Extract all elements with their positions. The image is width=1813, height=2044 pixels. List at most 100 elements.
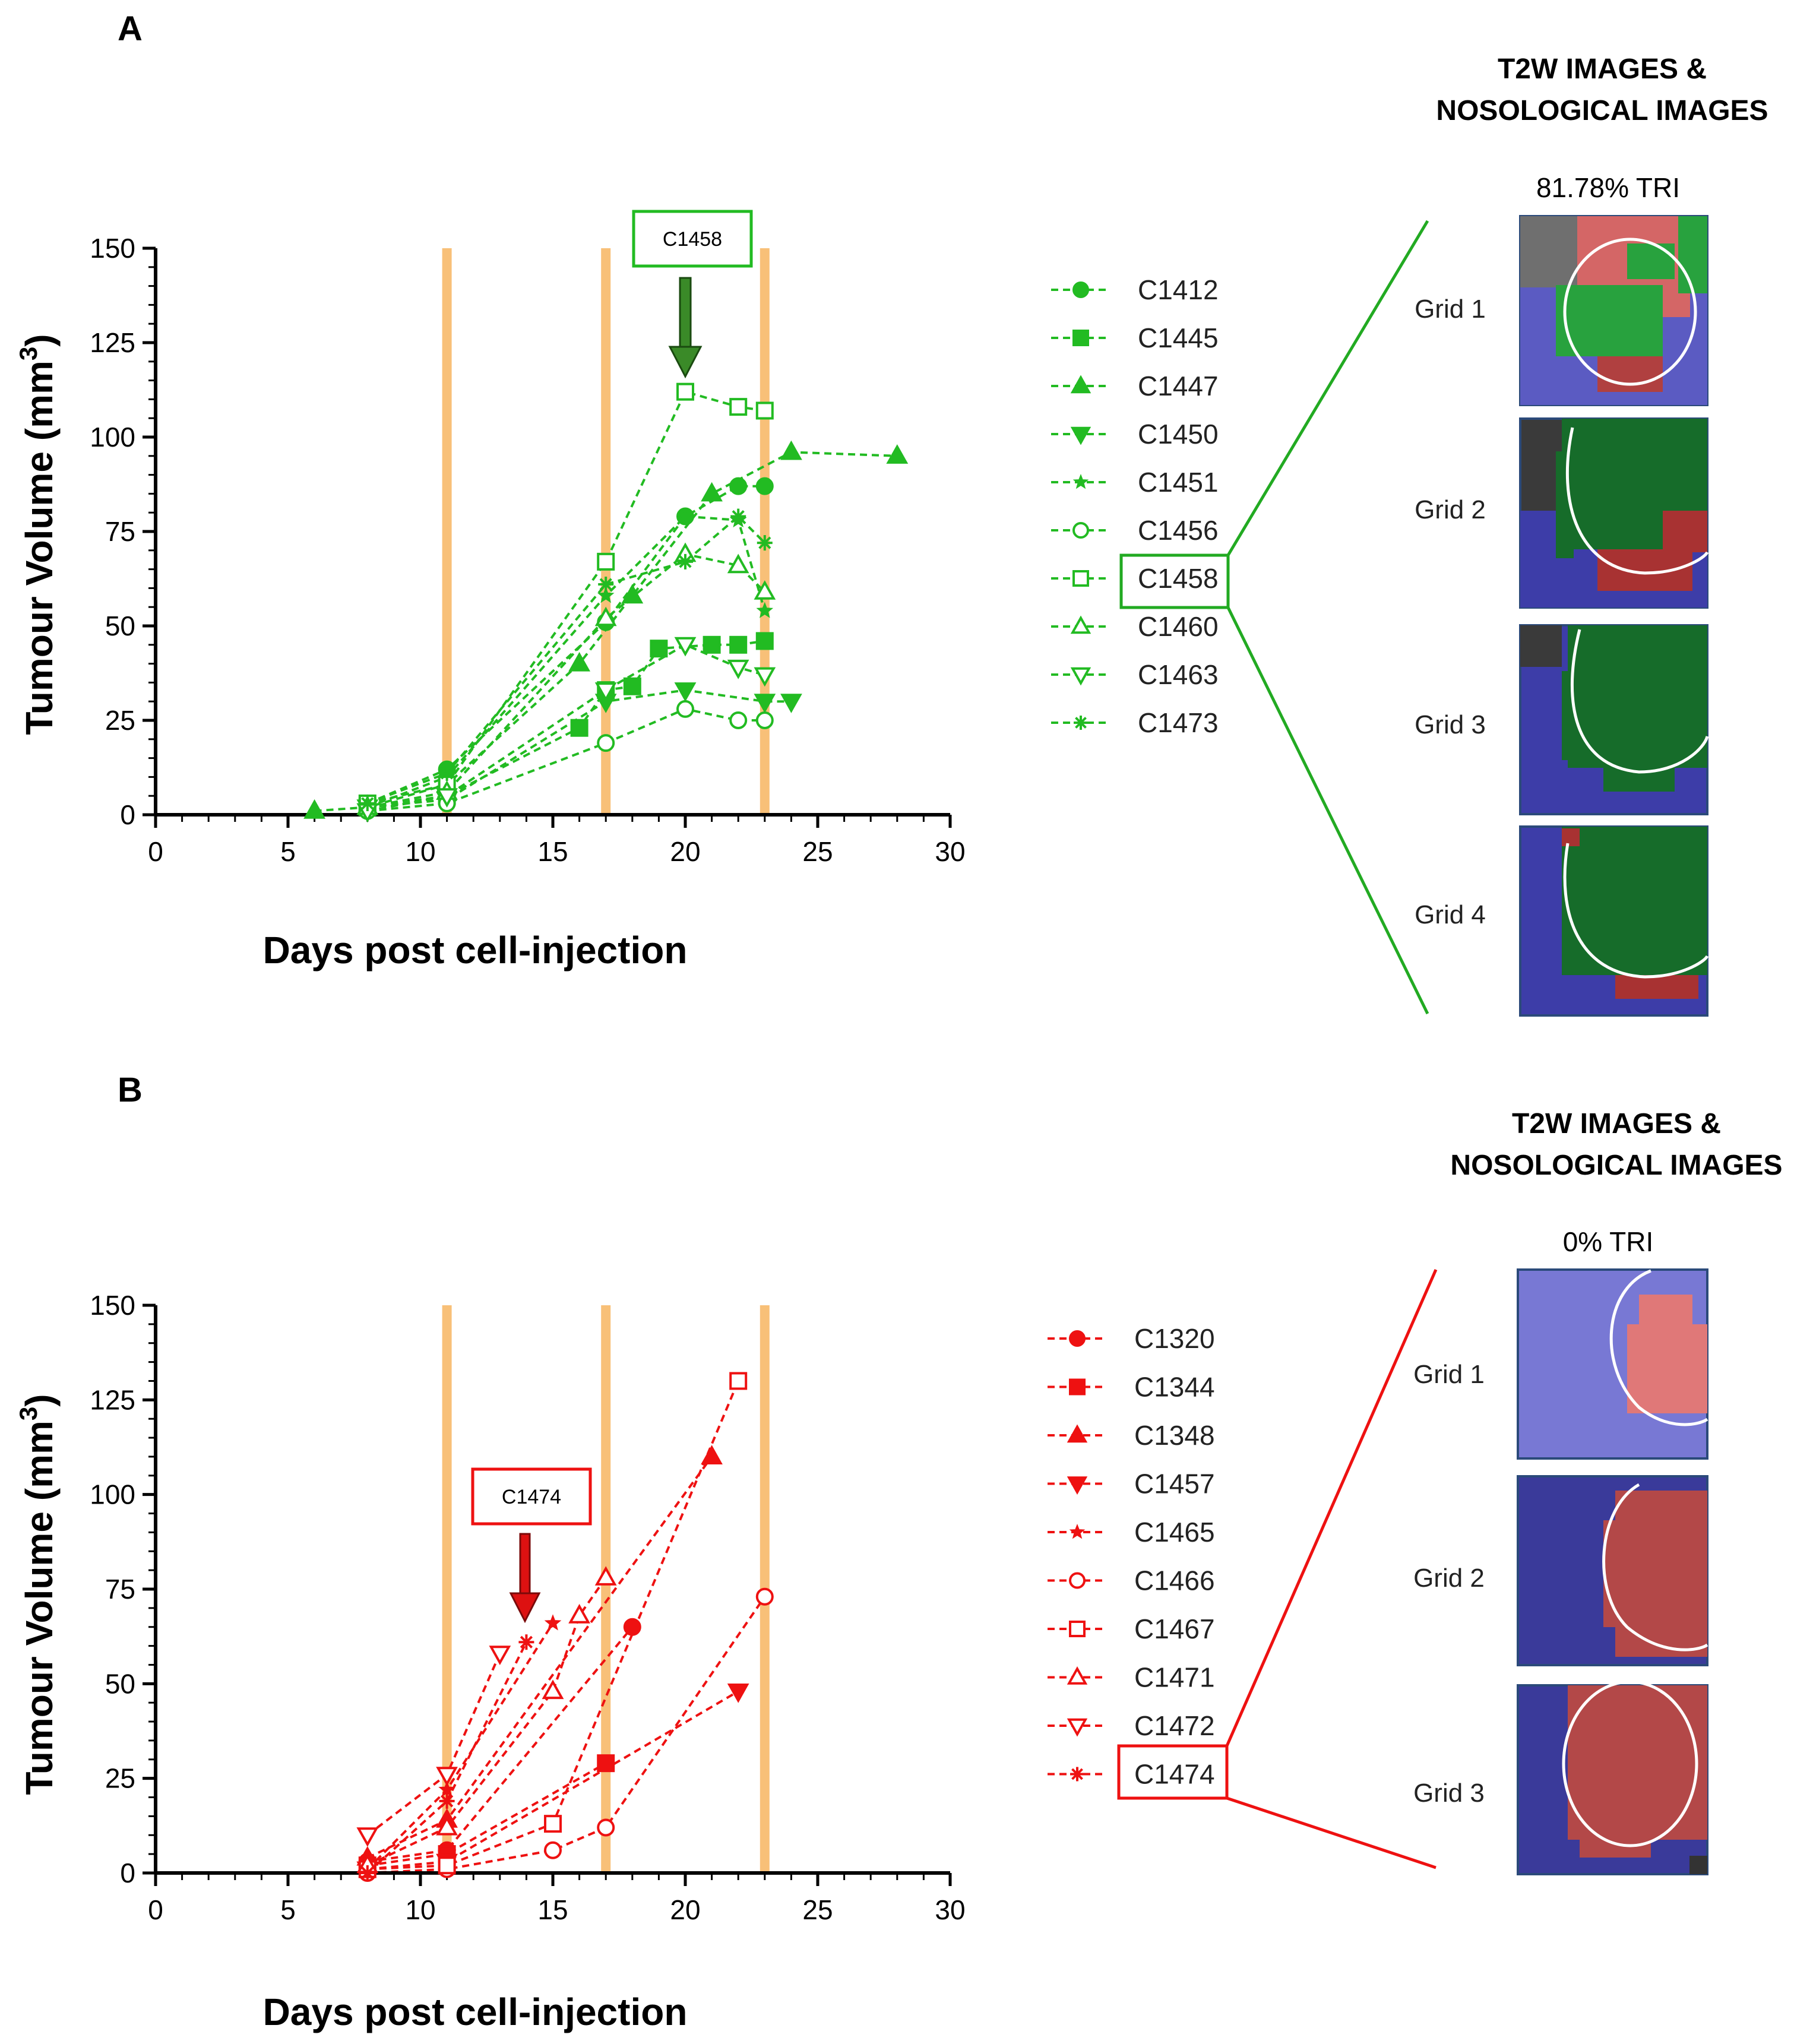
panel-a-grid2-image xyxy=(1519,417,1709,609)
chart-a-point-c1451-3 xyxy=(676,507,694,524)
chart-b-series-line-c1466 xyxy=(367,1596,766,1874)
chart-b-legend-label-c1467: C1467 xyxy=(1134,1613,1215,1644)
chart-b-legend-marker-c1465 xyxy=(1069,1524,1086,1539)
chart-a-series-line-c1463 xyxy=(367,643,765,812)
chart-b-point-c1320-2 xyxy=(623,1618,641,1636)
chart-a-point-c1458-5 xyxy=(755,401,774,420)
chart-a-legend-marker-c1450 xyxy=(1070,426,1091,445)
chart-b-legend-marker-c1344 xyxy=(1069,1378,1086,1396)
chart-a-legend-marker-c1445 xyxy=(1072,330,1089,346)
chart-a-point-c1447-3 xyxy=(568,651,591,672)
panel-a-side-title-line1: T2W IMAGES & xyxy=(1498,53,1707,85)
chart-a-series-line-c1445 xyxy=(367,640,765,809)
chart-b-legend-label-c1457: C1457 xyxy=(1134,1469,1215,1499)
panel-a-connector-bottom xyxy=(1226,606,1429,1015)
chart-b-legend-marker-c1457 xyxy=(1067,1476,1088,1495)
chart-a-legend-label-c1463: C1463 xyxy=(1138,659,1219,690)
panel-b-grid3-image xyxy=(1517,1680,1708,1875)
chart-b-series-line-c1344 xyxy=(367,1762,607,1867)
chart-b-legend-label-c1465: C1465 xyxy=(1134,1517,1215,1548)
panel-b-grid1-label: Grid 1 xyxy=(1413,1360,1485,1389)
chart-a-y-tick-label: 75 xyxy=(105,516,135,547)
panel-b-connector-top xyxy=(1225,1268,1438,1747)
chart-a-point-c1463-3 xyxy=(674,637,697,657)
chart-a-point-c1456-3 xyxy=(676,700,694,718)
chart-b-y-tick-label: 25 xyxy=(105,1763,135,1794)
chart-a-legend-marker-c1447 xyxy=(1070,375,1091,394)
chart-a-y-tick-label: 25 xyxy=(105,705,135,736)
chart-a-x-axis-title: Days post cell-injection xyxy=(263,929,688,972)
chart-b-legend-marker-c1467 xyxy=(1069,1621,1086,1637)
chart-a-treatment-bar-day-17 xyxy=(601,248,611,815)
panel-a-connector-top xyxy=(1226,220,1429,556)
chart-a-legend-marker-c1473 xyxy=(1074,716,1088,730)
panel-a-grid3-image xyxy=(1519,624,1709,815)
chart-a-legend-label-c1473: C1473 xyxy=(1138,707,1219,738)
panel-b-side-title-line1: T2W IMAGES & xyxy=(1512,1108,1721,1140)
chart-b-x-tick-label: 15 xyxy=(537,1894,568,1925)
chart-b-point-c1348-2 xyxy=(701,1445,723,1464)
chart-b-treatment-bar-day-11 xyxy=(442,1305,452,1873)
chart-a-legend: C1412 C1445 C1447 C1450 C1451 C1456 C1458 C1460… xyxy=(1051,274,1219,738)
chart-a-point-c1447-0 xyxy=(303,799,326,819)
chart-a-treatment-bar-day-11 xyxy=(442,248,452,815)
chart-b-point-c1474-1 xyxy=(439,1793,455,1809)
chart-a-point-c1451-2 xyxy=(597,587,615,603)
chart-b-series-line-c1320 xyxy=(367,1626,634,1863)
chart-a-series-line-c1458 xyxy=(367,390,765,805)
chart-b-series-line-c1457 xyxy=(367,1690,739,1871)
chart-b-series-line-c1467 xyxy=(367,1380,740,1871)
panel-a-legend-highlight-box xyxy=(1119,553,1230,609)
chart-b-markers xyxy=(356,1372,774,1882)
chart-b-point-c1466-2 xyxy=(544,1841,562,1859)
chart-a-point-c1460-2 xyxy=(594,606,617,627)
chart-a-y-axis-title-main: Tumour Volume (mm xyxy=(18,360,61,735)
chart-a-y-axis-title: Tumour Volume (mm3) xyxy=(14,334,61,735)
chart-b-y-tick-label: 150 xyxy=(90,1290,135,1321)
chart-b-y-tick-label: 125 xyxy=(90,1384,135,1415)
chart-b-point-c1467-3 xyxy=(729,1372,748,1390)
chart-a-legend-marker-c1463 xyxy=(1070,667,1091,686)
chart-a-point-c1460-5 xyxy=(754,580,776,600)
chart-a-point-c1463-2 xyxy=(594,682,617,702)
panel-b-grid1-image xyxy=(1517,1268,1708,1460)
chart-b-axes: 0 25 50 75 100 125 150 0 5 10 15 20 25 30 xyxy=(90,1290,965,1925)
chart-a-point-c1451-5 xyxy=(756,602,774,618)
chart-a-point-c1450-4 xyxy=(754,694,776,713)
chart-b-point-c1472-1 xyxy=(436,1767,458,1786)
chart-a-y-tick-label: 150 xyxy=(90,233,135,264)
chart-b-y-axis-title-end: ) xyxy=(18,1394,61,1406)
chart-b-callout-arrow xyxy=(509,1533,541,1624)
chart-a-point-c1473-5 xyxy=(757,535,773,551)
chart-a-point-c1447-4 xyxy=(621,584,644,604)
chart-b-point-c1344-2 xyxy=(597,1754,615,1773)
chart-a-point-c1445-5 xyxy=(650,640,668,658)
chart-a-axes: 0 25 50 75 100 125 150 0 5 10 15 20 25 30 xyxy=(90,233,965,867)
chart-a-legend-label-c1412: C1412 xyxy=(1138,274,1219,305)
chart-a-y-tick-label: 125 xyxy=(90,327,135,358)
chart-b-legend-label-c1320: C1320 xyxy=(1134,1323,1215,1354)
panel-a-side-title-line2: NOSOLOGICAL IMAGES xyxy=(1436,95,1768,126)
chart-b-point-c1465-2 xyxy=(544,1614,562,1631)
chart-a-x-tick-label: 20 xyxy=(670,836,700,867)
chart-a-point-c1445-2 xyxy=(570,719,588,737)
chart-b-y-axis-title: Tumour Volume (mm3) xyxy=(14,1394,61,1795)
chart-a-legend-label-c1451: C1451 xyxy=(1138,467,1219,498)
chart-b-legend-marker-c1472 xyxy=(1067,1718,1088,1737)
chart-b-y-tick-label: 75 xyxy=(105,1574,135,1605)
chart-b-legend-label-c1344: C1344 xyxy=(1134,1372,1215,1403)
chart-b-legend-marker-c1471 xyxy=(1067,1666,1088,1685)
chart-b-point-c1472-2 xyxy=(489,1646,511,1665)
chart-b-point-c1466-3 xyxy=(597,1818,615,1837)
chart-a-point-c1445-6 xyxy=(703,635,721,654)
chart-a-x-tick-label: 25 xyxy=(802,836,833,867)
chart-b-treatment-bars xyxy=(442,1305,770,1873)
chart-a-legend-marker-c1456 xyxy=(1072,522,1089,539)
chart-a-callout-arrow xyxy=(668,277,703,379)
chart-b-legend-marker-c1348 xyxy=(1067,1424,1088,1443)
chart-a-legend-marker-c1412 xyxy=(1072,281,1089,298)
chart-b-legend-label-c1472: C1472 xyxy=(1134,1710,1215,1741)
chart-a-x-tick-label: 30 xyxy=(935,836,965,867)
panel-b-tri-label: 0% TRI xyxy=(1563,1226,1654,1257)
